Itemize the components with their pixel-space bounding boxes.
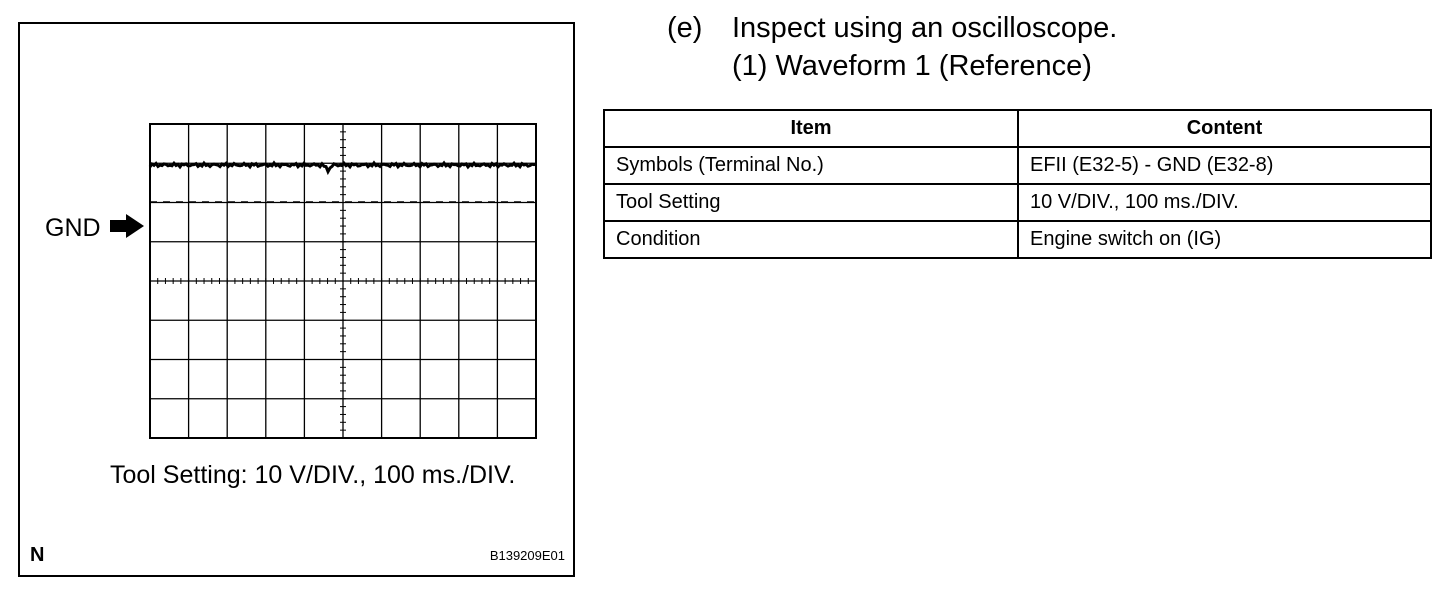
header-content: Content <box>1017 109 1432 148</box>
procedure-step: (e) Inspect using an oscilloscope. (1) W… <box>667 9 1117 85</box>
corner-mark: N <box>30 544 45 566</box>
tool-setting-caption: Tool Setting: 10 V/DIV., 100 ms./DIV. <box>110 461 516 489</box>
step-text: Inspect using an oscilloscope. <box>732 12 1118 44</box>
header-item: Item <box>603 109 1019 148</box>
cell-content: Engine switch on (IG) <box>1017 220 1432 259</box>
step-letter: (e) <box>667 12 703 44</box>
cell-item: Symbols (Terminal No.) <box>603 146 1019 185</box>
table-row: Condition Engine switch on (IG) <box>603 220 1432 259</box>
table-header-row: Item Content <box>603 109 1432 148</box>
cell-content: 10 V/DIV., 100 ms./DIV. <box>1017 183 1432 222</box>
spec-table: Item Content Symbols (Terminal No.) EFII… <box>603 109 1432 259</box>
oscilloscope-screen <box>148 123 537 439</box>
right-arrow-icon <box>110 214 144 238</box>
cell-item: Condition <box>603 220 1019 259</box>
oscilloscope-grid <box>149 123 537 439</box>
gnd-label: GND <box>45 214 101 242</box>
cell-content: EFII (E32-5) - GND (E32-8) <box>1017 146 1432 185</box>
waveform-figure: GND Tool Setting: 10 V/DIV., 100 ms./DIV… <box>18 22 575 577</box>
waveform-trace <box>148 160 537 176</box>
figure-code: B139209E01 <box>489 548 565 563</box>
table-row: Symbols (Terminal No.) EFII (E32-5) - GN… <box>603 146 1432 185</box>
cell-item: Tool Setting <box>603 183 1019 222</box>
table-row: Tool Setting 10 V/DIV., 100 ms./DIV. <box>603 183 1432 222</box>
sub-step-title: (1) Waveform 1 (Reference) <box>732 50 1092 82</box>
